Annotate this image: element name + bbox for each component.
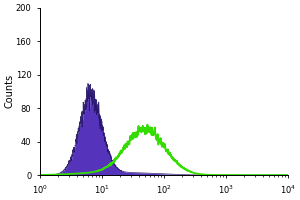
Y-axis label: Counts: Counts xyxy=(4,74,14,108)
